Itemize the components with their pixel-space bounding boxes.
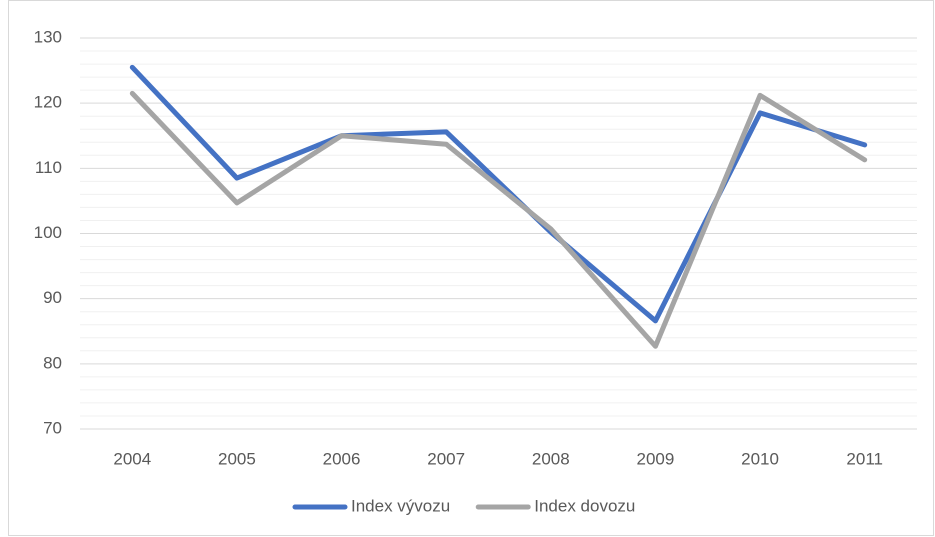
legend-label: Index vývozu <box>351 496 450 515</box>
legend-label: Index dovozu <box>534 496 635 515</box>
x-tick-label: 2007 <box>427 449 465 468</box>
series-line <box>129 64 868 324</box>
y-tick-label: 70 <box>43 418 62 437</box>
x-tick-label: 2010 <box>741 449 779 468</box>
x-tick-label: 2004 <box>113 449 151 468</box>
y-tick-label: 120 <box>34 93 62 112</box>
y-tick-label: 100 <box>34 223 62 242</box>
x-tick-label: 2006 <box>323 449 361 468</box>
y-tick-label: 110 <box>35 158 62 177</box>
x-tick-label: 2008 <box>532 449 570 468</box>
x-tick-label: 2011 <box>846 449 883 468</box>
y-tick-label: 90 <box>43 288 62 307</box>
y-tick-label: 80 <box>43 353 62 372</box>
x-tick-label: 2005 <box>218 449 256 468</box>
x-tick-label: 2009 <box>637 449 675 468</box>
series-line <box>129 90 868 349</box>
y-tick-label: 130 <box>34 27 62 46</box>
